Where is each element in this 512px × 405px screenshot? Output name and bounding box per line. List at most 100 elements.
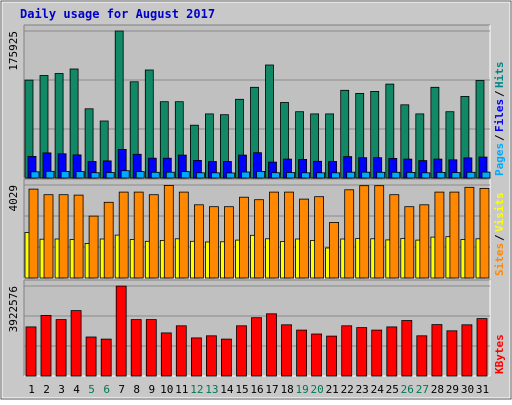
x-tick-day-19: 19: [295, 383, 308, 396]
bar-pages-day-20: [316, 172, 326, 179]
bar-pages-day-15: [241, 171, 250, 179]
bar-pages-day-11: [180, 171, 190, 179]
bar-sites-day-22: [344, 189, 355, 279]
visits-panel: 4029 Sites / Visits: [7, 178, 506, 279]
x-tick-day-6: 6: [103, 383, 110, 396]
bar-kbytes-day-28: [431, 324, 443, 377]
x-tick-day-23: 23: [356, 383, 369, 396]
legend-files: Files: [493, 99, 506, 132]
x-tick-day-21: 21: [326, 383, 339, 396]
bar-sites-day-30: [464, 186, 475, 279]
bar-kbytes-day-22: [341, 325, 353, 377]
x-tick-day-3: 3: [58, 383, 65, 396]
x-tick-day-29: 29: [446, 383, 459, 396]
bar-sites-day-19: [299, 198, 310, 279]
bar-sites-day-10: [163, 184, 174, 279]
bar-kbytes-day-15: [236, 325, 247, 377]
bar-pages-day-6: [105, 172, 115, 179]
legend-separator: /: [493, 90, 506, 97]
bar-pages-day-9: [150, 171, 160, 179]
x-tick-day-9: 9: [148, 383, 155, 396]
bar-pages-day-27: [421, 172, 431, 179]
bar-sites-day-21: [329, 221, 340, 279]
bar-kbytes-day-27: [416, 335, 428, 377]
bar-pages-day-30: [466, 171, 476, 179]
x-tick-day-26: 26: [401, 383, 414, 396]
bar-pages-day-3: [60, 170, 70, 179]
bar-kbytes-day-17: [266, 313, 277, 377]
y-max-label: 3922576: [7, 286, 20, 332]
bar-sites-day-13: [208, 206, 219, 279]
bar-kbytes-day-25: [386, 326, 398, 377]
x-tick-day-16: 16: [250, 383, 263, 396]
bar-kbytes-day-10: [160, 332, 172, 377]
bar-sites-day-5: [88, 215, 99, 279]
bar-sites-day-16: [254, 199, 264, 279]
bar-sites-day-27: [419, 204, 430, 279]
x-tick-day-8: 8: [133, 383, 140, 396]
panel-legend: Sites / Visits: [493, 192, 506, 276]
bar-kbytes-day-12: [190, 337, 202, 377]
x-tick-day-1: 1: [28, 383, 35, 396]
x-tick-day-28: 28: [431, 383, 444, 396]
kbytes-panel: 3922576 KBytes: [7, 279, 506, 377]
legend-separator: /: [493, 234, 506, 241]
bar-sites-day-11: [178, 191, 189, 279]
bar-sites-day-20: [314, 196, 325, 279]
bar-kbytes-day-24: [371, 329, 383, 377]
bar-kbytes-day-13: [205, 335, 217, 377]
x-tick-day-25: 25: [386, 383, 399, 396]
bar-kbytes-day-23: [356, 327, 368, 377]
bar-pages-day-5: [90, 172, 100, 179]
x-tick-day-14: 14: [220, 383, 234, 396]
bar-pages-day-18: [286, 172, 295, 179]
x-tick-day-20: 20: [310, 383, 323, 396]
bar-kbytes-day-19: [296, 329, 308, 377]
x-tick-day-31: 31: [476, 383, 489, 396]
bar-kbytes-day-1: [25, 326, 37, 377]
bar-sites-day-12: [193, 204, 204, 279]
legend-pages: Pages: [493, 143, 506, 176]
x-tick-day-13: 13: [205, 383, 218, 396]
bar-pages-day-25: [391, 171, 401, 179]
bar-sites-day-18: [284, 191, 294, 279]
bar-pages-day-17: [271, 172, 280, 179]
bar-kbytes-day-8: [130, 319, 142, 377]
x-tick-day-12: 12: [190, 383, 203, 396]
bar-pages-day-2: [45, 170, 55, 179]
bar-pages-day-14: [225, 172, 235, 179]
bar-pages-day-12: [195, 172, 205, 179]
bar-sites-day-17: [269, 191, 279, 279]
bar-pages-day-31: [481, 171, 491, 179]
bar-sites-day-4: [73, 194, 84, 279]
bar-pages-day-24: [376, 171, 386, 179]
bar-sites-day-28: [434, 191, 445, 279]
bar-kbytes-day-6: [100, 338, 112, 377]
bar-pages-day-16: [256, 170, 265, 179]
bar-pages-day-21: [331, 172, 341, 179]
x-tick-day-24: 24: [371, 383, 385, 396]
bar-kbytes-day-20: [311, 333, 323, 377]
bar-sites-day-8: [133, 191, 144, 279]
bar-pages-day-10: [165, 171, 175, 179]
bar-sites-day-14: [223, 206, 234, 279]
legend-visits: Visits: [493, 192, 506, 232]
bar-pages-day-1: [30, 171, 40, 179]
x-axis-labels: 1 2 3 4 5 6 7 8 9 10 11 12 13 14 15 16 17 18 19 20 21 22 23 24 2…: [28, 383, 489, 396]
legend-hits: Hits: [493, 62, 506, 89]
bar-pages-day-23: [361, 171, 371, 179]
bar-sites-day-3: [58, 194, 69, 279]
bar-kbytes-day-31: [476, 318, 488, 377]
legend-kbytes: KBytes: [493, 334, 506, 374]
x-tick-day-4: 4: [73, 383, 80, 396]
x-tick-day-7: 7: [118, 383, 125, 396]
bar-sites-day-6: [103, 201, 114, 279]
bar-kbytes-day-18: [281, 324, 292, 377]
bar-sites-day-25: [389, 194, 400, 279]
x-tick-day-2: 2: [43, 383, 50, 396]
bar-sites-day-7: [118, 191, 129, 279]
bar-sites-day-9: [148, 194, 159, 279]
bar-sites-day-15: [239, 196, 249, 279]
